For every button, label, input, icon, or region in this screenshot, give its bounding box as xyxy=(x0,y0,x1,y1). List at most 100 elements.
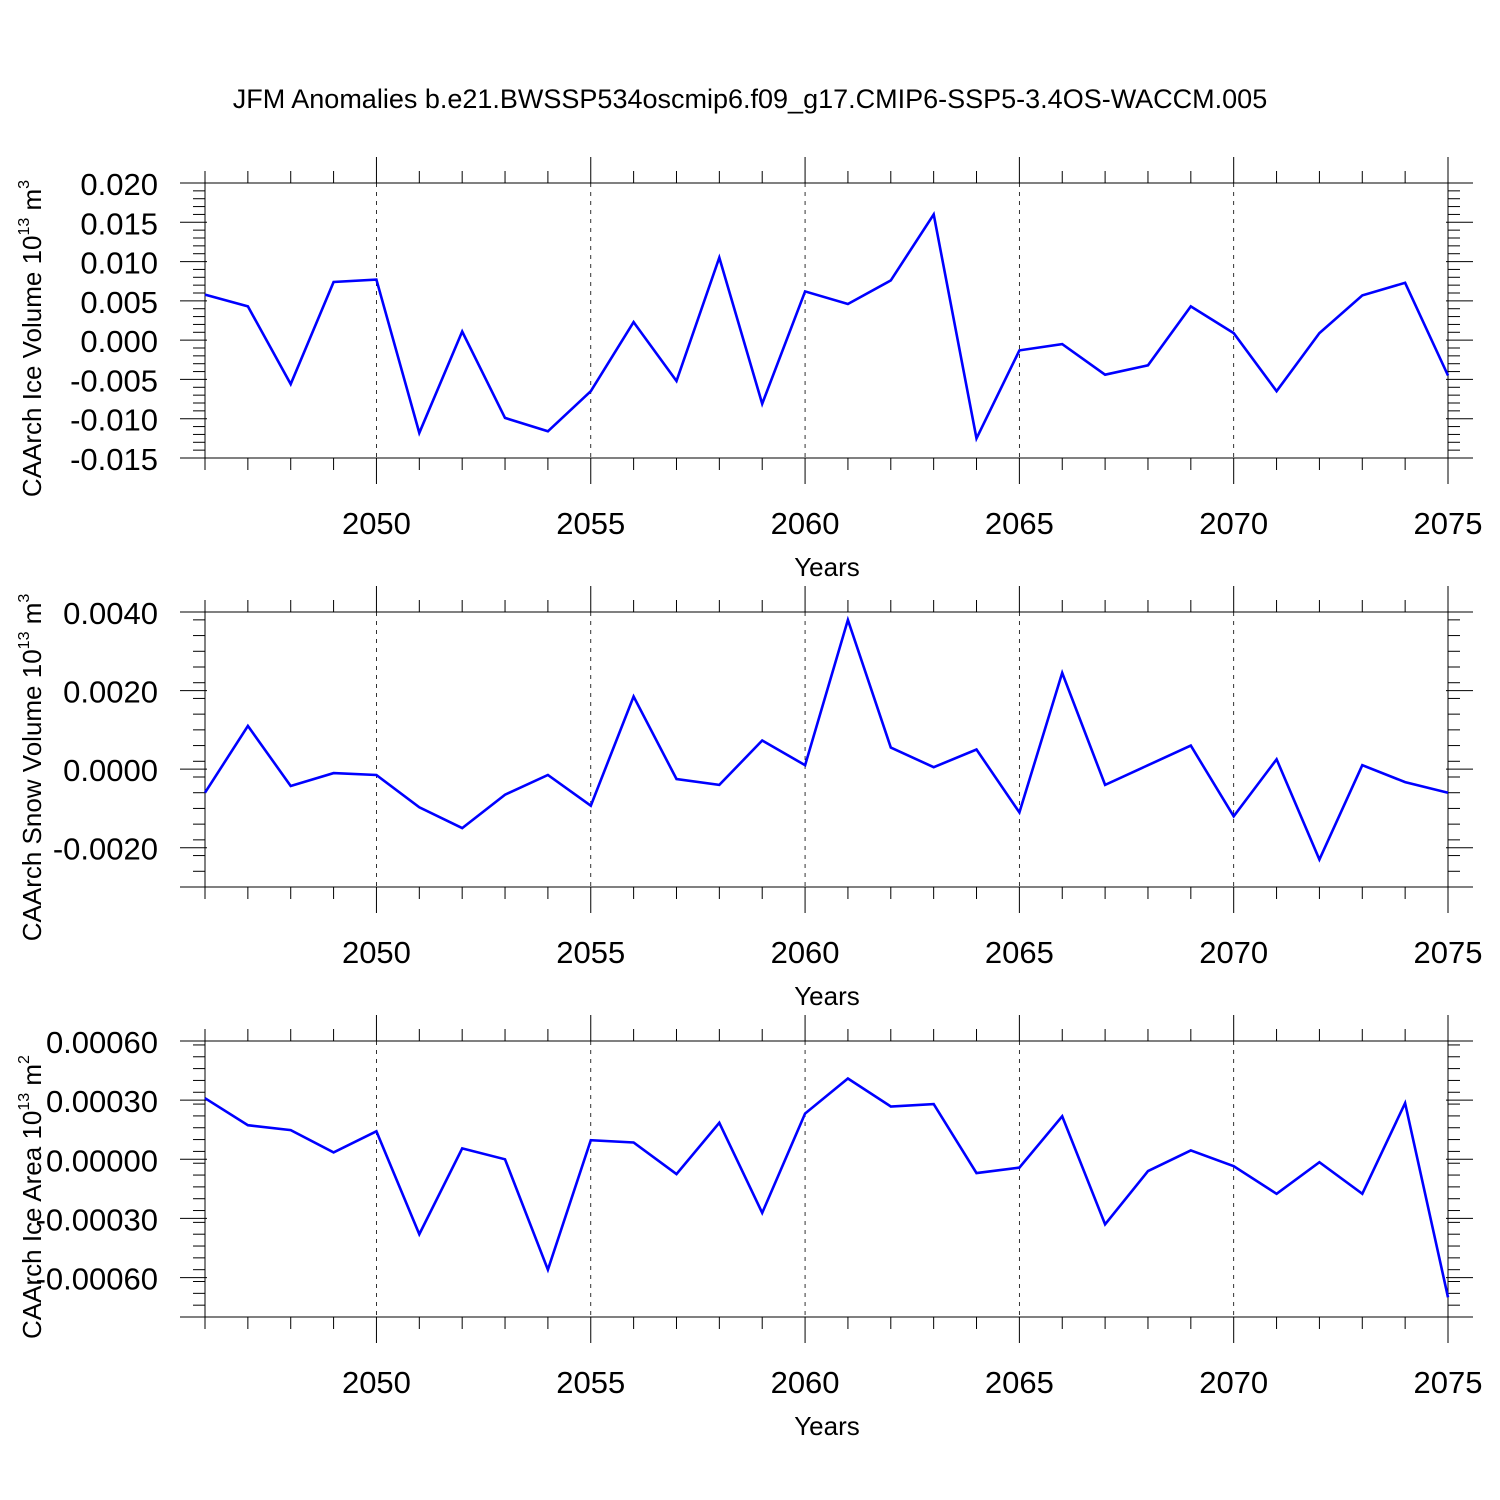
data-point xyxy=(1447,374,1450,377)
data-point xyxy=(889,1105,892,1108)
y-tick-label: 0.0040 xyxy=(63,596,158,631)
x-tick-label: 2070 xyxy=(1199,1365,1268,1400)
data-point xyxy=(589,390,592,393)
data-point xyxy=(1018,811,1021,814)
series-line xyxy=(204,210,1450,443)
x-tick-label: 2050 xyxy=(342,935,411,970)
data-point xyxy=(846,618,849,621)
y-tick-label: -0.015 xyxy=(70,442,158,477)
x-tick-label: 2060 xyxy=(771,1365,840,1400)
x-axis-label: Years xyxy=(794,1411,860,1441)
data-point xyxy=(1018,1166,1021,1169)
data-point xyxy=(375,774,378,777)
data-point xyxy=(675,380,678,383)
data-point xyxy=(975,748,978,751)
data-point xyxy=(975,1172,978,1175)
data-point xyxy=(1404,1102,1407,1105)
y-tick-label: 0.015 xyxy=(80,206,158,241)
data-point xyxy=(1232,815,1235,818)
data-point xyxy=(632,1141,635,1144)
data-point xyxy=(1404,781,1407,784)
data-point xyxy=(1146,1170,1149,1173)
y-tick-label: -0.00030 xyxy=(36,1202,158,1237)
data-point xyxy=(546,1268,549,1271)
data-point xyxy=(975,437,978,440)
data-point xyxy=(461,827,464,830)
data-point xyxy=(1146,764,1149,767)
x-tick-label: 2065 xyxy=(985,935,1054,970)
data-point xyxy=(1275,390,1278,393)
data-point xyxy=(761,1211,764,1214)
data-point xyxy=(1361,1192,1364,1195)
data-point xyxy=(1104,373,1107,376)
data-point xyxy=(289,785,292,788)
data-point xyxy=(1018,349,1021,352)
y-tick-label: 0.0000 xyxy=(63,753,158,788)
x-tick-label: 2060 xyxy=(771,506,840,541)
x-tick-label: 2075 xyxy=(1414,1365,1483,1400)
data-point xyxy=(1318,858,1321,861)
data-point xyxy=(204,1097,207,1100)
data-point xyxy=(889,279,892,282)
data-point xyxy=(289,1129,292,1132)
chart-title: JFM Anomalies b.e21.BWSSP534oscmip6.f09_… xyxy=(232,84,1268,114)
x-tick-label: 2075 xyxy=(1414,935,1483,970)
data-point xyxy=(204,791,207,794)
x-tick-label: 2065 xyxy=(985,506,1054,541)
y-tick-label: 0.00060 xyxy=(46,1025,158,1060)
data-point xyxy=(1404,281,1407,284)
data-point xyxy=(1061,1115,1064,1118)
data-point xyxy=(1361,294,1364,297)
data-point xyxy=(1189,744,1192,747)
data-point xyxy=(718,783,721,786)
x-tick-label: 2050 xyxy=(342,506,411,541)
data-point xyxy=(1447,791,1450,794)
data-point xyxy=(589,1139,592,1142)
data-point xyxy=(589,804,592,807)
data-point xyxy=(1318,1161,1321,1164)
y-tick-label: 0.000 xyxy=(80,324,158,359)
y-axis-label: CAArch Ice Area 1013 m2 xyxy=(16,1055,47,1339)
data-point xyxy=(418,1233,421,1236)
data-point xyxy=(332,1151,335,1154)
x-tick-label: 2055 xyxy=(556,1365,625,1400)
y-tick-label: -0.00060 xyxy=(36,1262,158,1297)
data-point xyxy=(1361,764,1364,767)
y-tick-label: -0.005 xyxy=(70,363,158,398)
y-axis-label: CAArch Snow Volume 1013 m3 xyxy=(16,594,47,942)
data-point xyxy=(1104,1223,1107,1226)
data-point xyxy=(932,766,935,769)
data-point xyxy=(846,1077,849,1080)
y-tick-label: -0.010 xyxy=(70,403,158,438)
data-point xyxy=(504,793,507,796)
data-point xyxy=(1061,343,1064,346)
data-point xyxy=(932,1103,935,1106)
data-point xyxy=(418,431,421,434)
data-point xyxy=(1275,758,1278,761)
x-tick-label: 2060 xyxy=(771,935,840,970)
data-point xyxy=(461,1147,464,1150)
data-point xyxy=(332,281,335,284)
data-point xyxy=(375,278,378,281)
x-axis-label: Years xyxy=(794,552,860,582)
y-tick-label: 0.0020 xyxy=(63,675,158,710)
data-point xyxy=(246,305,249,308)
y-tick-label: 0.00030 xyxy=(46,1084,158,1119)
y-tick-label: 0.020 xyxy=(80,167,158,202)
data-point xyxy=(546,430,549,433)
chart-panel-2: -0.0020 0.0000 0.0020 0.0040 2050 2055 2060 206… xyxy=(16,586,1482,1011)
data-point xyxy=(1146,364,1149,367)
x-tick-label: 2050 xyxy=(342,1365,411,1400)
data-point xyxy=(418,806,421,809)
x-axis-label: Years xyxy=(794,981,860,1011)
data-point xyxy=(504,1158,507,1161)
data-point xyxy=(204,293,207,296)
data-point xyxy=(675,1173,678,1176)
x-tick-label: 2065 xyxy=(985,1365,1054,1400)
data-point xyxy=(675,777,678,780)
data-point xyxy=(761,402,764,405)
data-point xyxy=(718,256,721,259)
y-axis-label: CAArch Ice Volume 1013 m3 xyxy=(16,180,47,497)
y-tick-label: 0.010 xyxy=(80,246,158,281)
